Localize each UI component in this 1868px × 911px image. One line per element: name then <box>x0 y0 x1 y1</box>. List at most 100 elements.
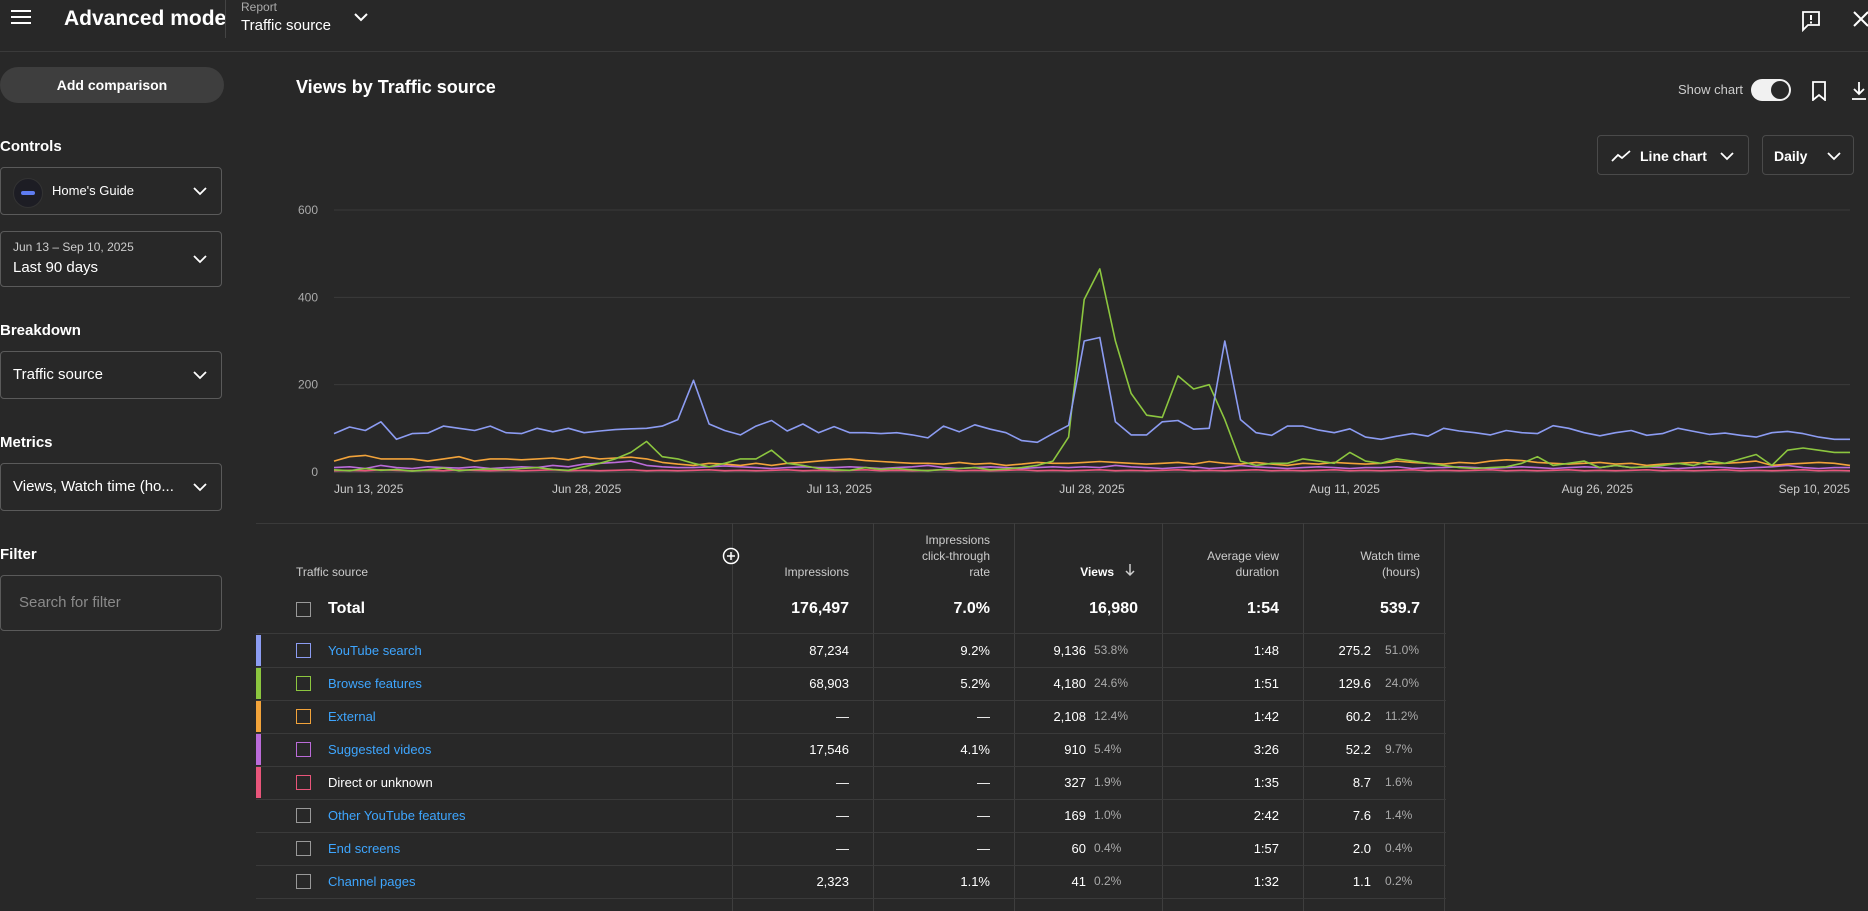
table-top-divider <box>256 523 1868 524</box>
row-watch-percent: 0.2% <box>1385 874 1413 888</box>
row-views-percent: 12.4% <box>1094 709 1129 723</box>
report-selector[interactable]: Traffic source <box>241 17 332 34</box>
sort-down-icon[interactable] <box>1124 563 1136 577</box>
row-impressions: 68,903 <box>809 676 849 691</box>
row-impressions: — <box>836 775 849 790</box>
row-checkbox[interactable] <box>296 709 311 724</box>
table-row: Direct or unknown — — 327 1.9% 1:35 8.7 1.6% <box>256 766 1446 800</box>
close-icon[interactable] <box>1852 10 1868 28</box>
row-watch-percent: 24.0% <box>1385 676 1420 690</box>
row-watch-time: 2.0 <box>1352 841 1371 856</box>
row-checkbox[interactable] <box>296 841 311 856</box>
header-traffic-source[interactable]: Traffic source <box>296 565 369 579</box>
filter-heading: Filter <box>0 546 37 563</box>
chevron-down-icon <box>1827 152 1841 161</box>
views-line-chart: 0 200 400 600 Jun 13, 2025 Jun 28, 2025 Jul 13… <box>298 203 1851 496</box>
row-views-percent: 1.9% <box>1094 775 1122 789</box>
channel-selector[interactable]: Home's Guide <box>0 167 222 215</box>
table-row: YouTube search 87,234 9.2% 9,136 53.8% 1:48 27… <box>256 634 1446 668</box>
row-checkbox[interactable] <box>296 808 311 823</box>
row-checkbox[interactable] <box>296 643 311 658</box>
granularity-dropdown[interactable]: Daily <box>1762 135 1854 175</box>
row-source-name[interactable]: Channel pages <box>328 874 416 889</box>
row-watch-time: 60.2 <box>1345 709 1371 724</box>
total-views: 16,980 <box>1089 600 1138 617</box>
chevron-down-icon <box>193 483 207 492</box>
row-source-name[interactable]: Browse features <box>328 676 422 691</box>
series-line-youtube-search[interactable] <box>333 336 1850 444</box>
total-checkbox[interactable] <box>296 602 311 617</box>
table-row: End screens — — 60 0.4% 1:57 2.0 0.4% <box>256 832 1446 866</box>
add-comparison-button[interactable]: Add comparison <box>0 67 224 103</box>
series-line-external[interactable] <box>333 454 1851 467</box>
row-avd: 1:32 <box>1253 874 1279 889</box>
header-views[interactable]: Views <box>1080 565 1114 579</box>
table-row: External — — 2,108 12.4% 1:42 60.2 11.2% <box>256 700 1446 734</box>
header-impressions[interactable]: Impressions <box>784 565 849 579</box>
row-watch-time: 275.2 <box>1338 643 1371 658</box>
header-watch-line2: (hours) <box>1381 565 1420 579</box>
column-divider <box>1444 523 1445 911</box>
row-impressions: — <box>836 709 849 724</box>
chevron-down-icon <box>193 255 207 264</box>
series-color-bar <box>256 701 261 732</box>
row-watch-time: 8.7 <box>1352 775 1371 790</box>
series-line-suggested-videos[interactable] <box>333 460 1850 470</box>
filter-search-input[interactable]: Search for filter <box>0 575 222 631</box>
column-divider <box>1014 523 1015 911</box>
total-impressions: 176,497 <box>791 600 849 617</box>
table-row: Channel pages 2,323 1.1% 41 0.2% 1:32 1.1 0.2% <box>256 865 1446 899</box>
feedback-icon[interactable] <box>1801 10 1821 32</box>
row-avd: 1:51 <box>1253 676 1279 691</box>
row-checkbox[interactable] <box>296 742 311 757</box>
series-color-bar <box>256 767 261 798</box>
add-circle-icon[interactable] <box>722 547 740 565</box>
toggle-knob <box>1771 81 1789 99</box>
chevron-down-icon[interactable] <box>352 8 370 26</box>
date-range-selector[interactable]: Jun 13 – Sep 10, 2025 Last 90 days <box>0 231 222 287</box>
row-views: 2,108 <box>1053 709 1086 724</box>
table-row: Browse features 68,903 5.2% 4,180 24.6% 1:51 1… <box>256 667 1446 701</box>
breakdown-value: Traffic source <box>13 366 104 383</box>
row-views-percent: 5.4% <box>1094 742 1122 756</box>
total-watch-time: 539.7 <box>1379 600 1420 617</box>
row-checkbox[interactable] <box>296 874 311 889</box>
header-avg-view-duration[interactable]: Average view duration <box>1172 548 1279 580</box>
row-impressions: — <box>836 808 849 823</box>
row-source-name[interactable]: Suggested videos <box>328 742 432 757</box>
row-source-name[interactable]: External <box>328 709 376 724</box>
row-checkbox[interactable] <box>296 676 311 691</box>
x-tick-label: Jun 13, 2025 <box>334 482 404 496</box>
row-views: 910 <box>1064 742 1086 757</box>
metrics-selector[interactable]: Views, Watch time (ho... <box>0 463 222 511</box>
row-impressions: 87,234 <box>809 643 849 658</box>
row-checkbox[interactable] <box>296 775 311 790</box>
row-source-name[interactable]: YouTube search <box>328 643 422 658</box>
row-avd: 1:57 <box>1253 841 1279 856</box>
header-ctr[interactable]: Impressions click-through rate <box>883 532 990 580</box>
row-ctr: — <box>977 709 990 724</box>
date-preset-text: Last 90 days <box>13 259 99 276</box>
breakdown-selector[interactable]: Traffic source <box>0 351 222 399</box>
download-icon[interactable] <box>1850 81 1868 101</box>
series-line-browse-features[interactable] <box>333 268 1850 472</box>
row-avd: 3:26 <box>1253 742 1279 757</box>
chart-type-dropdown[interactable]: Line chart <box>1597 135 1749 175</box>
row-views-percent: 0.4% <box>1094 841 1122 855</box>
y-tick-label: 0 <box>311 465 318 479</box>
hamburger-menu-icon[interactable] <box>10 6 32 28</box>
show-chart-label: Show chart <box>1678 82 1744 97</box>
show-chart-toggle[interactable] <box>1751 79 1791 101</box>
app-title: Advanced mode <box>64 7 227 30</box>
row-source-name[interactable]: Other YouTube features <box>328 808 466 823</box>
row-views-percent: 1.0% <box>1094 808 1122 822</box>
x-tick-label: Jul 28, 2025 <box>1059 482 1125 496</box>
series-line-direct-or-unknown[interactable] <box>333 468 1851 472</box>
row-views-percent: 53.8% <box>1094 643 1129 657</box>
row-views-percent: 24.6% <box>1094 676 1129 690</box>
row-source-name[interactable]: End screens <box>328 841 401 856</box>
bookmark-icon[interactable] <box>1811 81 1827 101</box>
chevron-down-icon <box>1720 152 1734 161</box>
row-watch-time: 129.6 <box>1338 676 1371 691</box>
header-watch-time[interactable]: Watch time (hours) <box>1313 548 1420 580</box>
